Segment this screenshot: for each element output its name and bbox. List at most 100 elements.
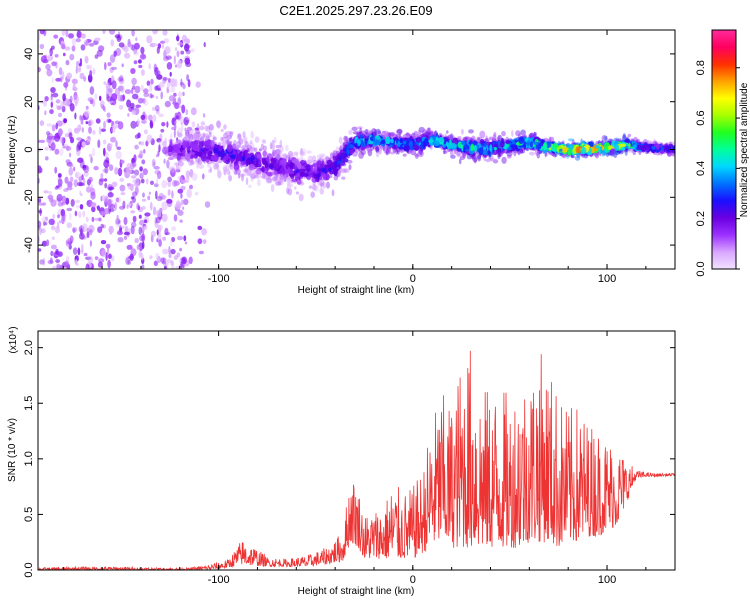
- spectrogram-ridge-blob: [442, 148, 446, 155]
- spectrogram-noise-blob: [138, 214, 142, 219]
- spectrogram-noise-blob: [79, 232, 85, 240]
- spectrogram-noise-blob: [65, 30, 69, 38]
- spectrogram-noise-blob: [50, 219, 56, 226]
- spectrogram-ridge-blob: [366, 146, 372, 153]
- spectrogram-noise-blob: [71, 45, 76, 52]
- spectrogram-ridge-blob: [375, 139, 381, 145]
- spectrogram-ridge-blob: [543, 141, 547, 148]
- spectrogram-noise-blob: [47, 54, 54, 61]
- spectrogram-noise-blob: [190, 48, 195, 53]
- spectrogram-noise-blob: [182, 91, 185, 97]
- spectrogram-noise-blob: [144, 212, 151, 217]
- spectrogram-ridge-blob: [433, 140, 440, 147]
- spectrogram-noise-blob: [38, 32, 41, 41]
- spectrogram-ridge-blob: [244, 168, 251, 177]
- spectrogram-noise-blob: [44, 110, 47, 116]
- spectrogram-noise-blob: [119, 85, 125, 94]
- spectrogram-noise-blob: [140, 84, 144, 91]
- spectrogram-noise-blob: [168, 253, 172, 258]
- spectrogram-noise-blob: [99, 211, 107, 216]
- spectrogram-noise-blob: [69, 53, 75, 61]
- spectrogram-noise-blob: [168, 246, 171, 255]
- spectrogram-noise-blob: [123, 216, 128, 226]
- spectrogram-ridge-blob: [396, 129, 403, 135]
- spectrogram-ridge-blob: [385, 150, 391, 155]
- spectrogram-noise-blob: [173, 214, 178, 222]
- spectrogram-noise-blob: [149, 119, 154, 129]
- spectrogram-noise-blob: [103, 120, 106, 130]
- spectrogram-ridge-blob: [341, 168, 347, 174]
- spectrogram-noise-blob: [89, 240, 92, 247]
- spectrogram-ridge-blob: [194, 160, 201, 164]
- spectrogram-ridge-blob: [335, 155, 340, 161]
- spectrogram-noise-blob: [77, 157, 84, 163]
- spectrogram-noise-blob: [157, 224, 164, 231]
- spectrogram-noise-blob: [46, 123, 53, 127]
- spectrogram-noise-blob: [58, 112, 62, 118]
- spectrogram-ridge-blob: [239, 173, 246, 177]
- spectrogram-noise-blob: [130, 120, 137, 129]
- spectrogram-noise-blob: [138, 64, 143, 69]
- spectrogram-ridge-blob: [479, 130, 486, 139]
- spectrogram-ridge-blob: [252, 147, 256, 151]
- spectrogram-noise-blob: [117, 121, 124, 130]
- spectrogram-noise-blob: [139, 219, 145, 226]
- spectrogram-ridge-blob: [272, 149, 277, 156]
- spectrogram-noise-blob: [165, 266, 168, 269]
- spectrogram-noise-blob: [156, 209, 162, 218]
- spectrogram-ridge-blob: [176, 132, 183, 138]
- spectrogram-ridge-blob: [385, 148, 391, 154]
- spectrogram-noise-blob: [138, 250, 142, 258]
- spectrogram-noise-blob: [46, 239, 50, 247]
- spectrogram-noise-blob: [126, 183, 131, 187]
- spectrogram-ridge-blob: [256, 174, 262, 179]
- spectrogram-ridge-blob: [417, 133, 423, 138]
- spectrogram-ridge-blob: [319, 153, 326, 158]
- spectrogram-ridge-blob: [507, 155, 512, 159]
- spectrogram-noise-blob: [117, 219, 121, 224]
- spectrogram-ridge-blob: [466, 150, 470, 155]
- spectrogram-ridge-blob: [613, 150, 618, 159]
- spectrogram-ridge-blob: [256, 152, 262, 160]
- spectrogram-noise-blob: [87, 255, 94, 264]
- spectrogram-noise-blob: [173, 92, 177, 97]
- spectrogram-ridge-blob: [447, 134, 453, 139]
- spectrogram-ridge-blob: [228, 130, 235, 135]
- spectrogram-x-label: Height of straight line (km): [298, 285, 415, 296]
- spectrogram-noise-blob: [74, 100, 78, 107]
- spectrogram-ridge-blob: [308, 185, 312, 189]
- spectrogram-noise-blob: [39, 120, 45, 126]
- spectrogram-noise-blob: [110, 39, 115, 47]
- spectrogram-noise-blob: [170, 78, 176, 88]
- spectrogram-noise-blob: [75, 65, 78, 75]
- spectrogram-ridge-blob: [403, 137, 409, 141]
- spectrogram-noise-blob: [82, 210, 86, 218]
- spectrogram-ridge-blob: [413, 130, 419, 138]
- spectrogram-noise-blob: [131, 87, 134, 95]
- spectrogram-ridge-blob: [312, 185, 317, 191]
- spectrogram-noise-blob: [38, 222, 41, 229]
- spectrogram-noise-blob: [89, 86, 95, 95]
- spectrogram-ridge-blob: [388, 132, 395, 138]
- spectrogram-noise-blob: [57, 201, 64, 207]
- spectrogram-ridge-blob: [285, 144, 289, 152]
- spectrogram-noise-blob: [177, 42, 184, 46]
- spectrogram-noise-blob: [43, 30, 47, 37]
- spectrogram-noise-blob: [171, 190, 174, 199]
- spectrogram-ridge-blob: [271, 176, 278, 181]
- snr-y-tick-label: 2.0: [23, 340, 35, 355]
- spectrogram-ridge-blob: [410, 149, 417, 156]
- spectrogram-ridge-blob: [377, 130, 381, 134]
- spectrogram-ridge-blob: [456, 151, 461, 157]
- spectrogram-noise-blob: [176, 235, 184, 241]
- spectrogram-noise-blob: [130, 210, 136, 214]
- spectrogram-ridge-blob: [510, 144, 517, 149]
- spectrogram-ridge-blob: [242, 131, 246, 138]
- spectrogram-ridge-blob: [294, 186, 297, 190]
- spectrogram-ridge-blob: [310, 191, 316, 198]
- spectrogram-noise-blob: [49, 257, 53, 264]
- spectrogram-noise-blob: [90, 156, 93, 164]
- spectrogram-noise-blob: [115, 150, 122, 160]
- spectrogram-noise-blob: [84, 41, 90, 46]
- spectrogram-ridge-blob: [450, 150, 453, 156]
